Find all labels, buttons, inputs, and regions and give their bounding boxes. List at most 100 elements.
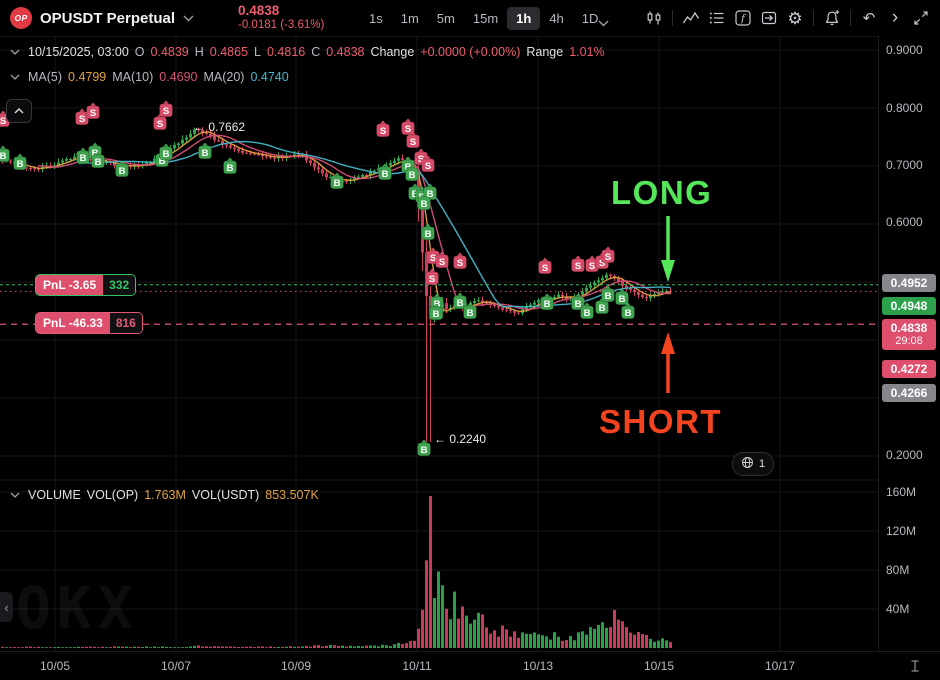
- sell-trade-marker[interactable]: S: [421, 155, 435, 173]
- ohlc-open-value: 0.4839: [150, 45, 189, 59]
- svg-text:S: S: [380, 126, 386, 137]
- buy-trade-marker[interactable]: B: [417, 193, 431, 211]
- buy-trade-marker[interactable]: B: [571, 293, 585, 311]
- buy-trade-marker[interactable]: B: [540, 293, 554, 311]
- sell-trade-marker[interactable]: S: [406, 131, 420, 149]
- pane-resize-handle[interactable]: ‹: [0, 592, 13, 622]
- collapse-pane-button[interactable]: [6, 99, 32, 123]
- sell-trade-marker[interactable]: S: [425, 268, 439, 286]
- volume-collapse-chevron-icon[interactable]: [8, 492, 22, 498]
- sell-trade-marker[interactable]: S: [159, 100, 173, 118]
- symbol-dropdown-chevron-icon[interactable]: [183, 9, 194, 27]
- buy-trade-marker[interactable]: B: [453, 292, 467, 310]
- svg-text:B: B: [434, 299, 441, 310]
- sell-trade-marker[interactable]: S: [538, 257, 552, 275]
- alert-plus-icon[interactable]: [819, 5, 845, 31]
- axis-adjust-icon[interactable]: [908, 659, 922, 678]
- svg-text:S: S: [429, 274, 435, 285]
- buy-trade-marker[interactable]: B: [621, 302, 635, 320]
- svg-text:S: S: [410, 137, 416, 148]
- buy-trade-marker[interactable]: B: [463, 302, 477, 320]
- buy-trade-marker[interactable]: B: [13, 153, 27, 171]
- price-axis[interactable]: 0.9000 0.8000 0.7000 0.6000 0.2000 160M 120M 80…: [878, 36, 940, 652]
- timeframe-4h-button[interactable]: 4h: [540, 7, 572, 30]
- axis-tick-label: 0.6000: [886, 215, 923, 229]
- time-axis[interactable]: 10/05 10/07 10/09 10/11 10/13 10/15 10/17: [0, 651, 940, 680]
- svg-text:B: B: [575, 299, 582, 310]
- buy-trade-marker[interactable]: B: [115, 160, 129, 178]
- position-pnl-badge-1[interactable]: PnL -3.65 332: [35, 274, 137, 296]
- timeframe-1m-button[interactable]: 1m: [392, 7, 428, 30]
- timeframe-5m-button[interactable]: 5m: [428, 7, 464, 30]
- sell-trade-marker[interactable]: S: [435, 251, 449, 269]
- svg-text:S: S: [157, 119, 163, 130]
- badge-countdown: 29:08: [895, 334, 923, 347]
- buy-trade-marker[interactable]: B: [223, 157, 237, 175]
- indicators-icon[interactable]: [678, 5, 704, 31]
- timeframe-dropdown-chevron-icon[interactable]: [598, 14, 609, 32]
- save-load-icon[interactable]: [756, 5, 782, 31]
- sell-trade-marker[interactable]: S: [453, 252, 467, 270]
- buy-trade-marker[interactable]: B: [405, 164, 419, 182]
- volume-info-row: VOLUME VOL(OP) 1.763M VOL(USDT) 853.507K: [8, 488, 319, 502]
- ohlc-change-value: +0.0000 (+0.00%): [420, 45, 521, 59]
- buy-trade-marker[interactable]: B: [580, 302, 594, 320]
- buy-trade-marker[interactable]: B: [378, 163, 392, 181]
- svg-text:B: B: [425, 229, 432, 240]
- short-annotation-text[interactable]: SHORT: [599, 403, 722, 440]
- timeframe-1d-button[interactable]: 1D: [573, 7, 608, 30]
- sell-trade-marker[interactable]: S: [153, 113, 167, 131]
- ohlc-open-label: O: [134, 45, 145, 59]
- buy-trade-marker[interactable]: B: [91, 151, 105, 169]
- svg-text:B: B: [421, 445, 428, 456]
- timeframe-1s-button[interactable]: 1s: [360, 7, 392, 30]
- settings-gear-icon[interactable]: ⚙: [787, 8, 803, 28]
- sell-trade-marker[interactable]: S: [571, 255, 585, 273]
- buy-trade-marker[interactable]: B: [421, 223, 435, 241]
- svg-text:B: B: [421, 199, 428, 210]
- position-pnl-badge-2[interactable]: PnL -46.33 816: [35, 312, 143, 334]
- sell-trade-marker[interactable]: S: [376, 120, 390, 138]
- undo-icon[interactable]: ↶: [862, 9, 876, 27]
- symbol-selector[interactable]: OP OPUSDT Perpetual: [10, 0, 194, 36]
- sell-trade-marker[interactable]: S: [86, 102, 100, 120]
- svg-text:B: B: [227, 163, 234, 174]
- axis-tick-label: 40M: [886, 602, 910, 616]
- buy-trade-marker[interactable]: B: [417, 439, 431, 457]
- svg-text:B: B: [202, 148, 209, 159]
- chart-candles-icon[interactable]: [641, 5, 667, 31]
- fx-indicator-icon[interactable]: f: [730, 5, 756, 31]
- timeframe-1h-button[interactable]: 1h: [507, 6, 541, 30]
- fullscreen-icon[interactable]: [908, 5, 934, 31]
- ma-collapse-chevron-icon[interactable]: [8, 74, 22, 80]
- date-tick-10-15: 10/15: [643, 659, 675, 673]
- long-annotation-text[interactable]: LONG: [611, 174, 713, 211]
- svg-text:B: B: [599, 303, 606, 314]
- svg-text:B: B: [95, 157, 102, 168]
- buy-trade-marker[interactable]: B: [159, 143, 173, 161]
- svg-text:B: B: [163, 149, 170, 160]
- buy-trade-marker[interactable]: B: [330, 172, 344, 190]
- buy-trade-marker[interactable]: B: [429, 303, 443, 321]
- swing-low-price-label: ← 0.2240: [434, 432, 487, 446]
- timeframe-15m-button[interactable]: 15m: [464, 7, 507, 30]
- buy-trade-marker[interactable]: B: [198, 142, 212, 160]
- buy-trade-marker[interactable]: B: [615, 288, 629, 306]
- date-tick-10-11: 10/11: [402, 659, 432, 673]
- ohlc-change-label: Change: [370, 45, 415, 59]
- buy-trade-marker[interactable]: B: [76, 147, 90, 165]
- buy-trade-marker[interactable]: B: [0, 145, 10, 163]
- sell-trade-marker[interactable]: S: [75, 108, 89, 126]
- sell-trade-marker[interactable]: S: [401, 118, 415, 136]
- price-axis-badge-0.4952: 0.4952: [882, 274, 936, 292]
- buy-trade-marker[interactable]: B: [601, 285, 615, 303]
- ma-ma5-value: 0.4799: [68, 70, 107, 84]
- ohlc-collapse-chevron-icon[interactable]: [8, 49, 22, 55]
- svg-text:B: B: [405, 162, 412, 173]
- sell-trade-marker[interactable]: S: [601, 246, 615, 264]
- object-tree-icon[interactable]: [704, 5, 730, 31]
- more-tools-icon[interactable]: ›: [891, 7, 899, 29]
- drawings-count-badge[interactable]: 1: [732, 452, 775, 476]
- op-token-logo: OP: [10, 7, 32, 29]
